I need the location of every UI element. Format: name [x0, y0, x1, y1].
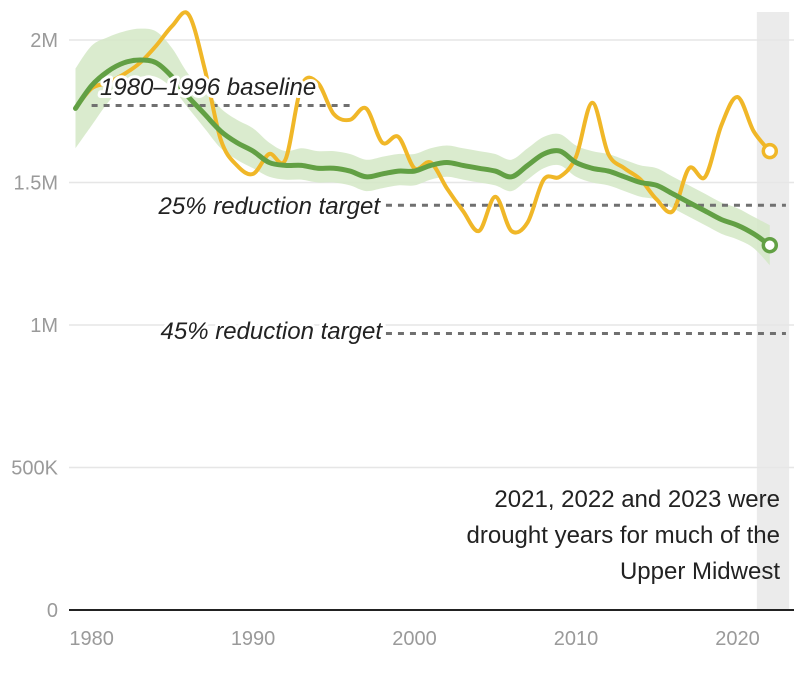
x-tick-label: 2000 — [392, 628, 437, 650]
reference-label-halo: 25% reduction target — [158, 193, 382, 220]
y-tick-label: 1M — [30, 315, 58, 337]
y-tick-label: 0 — [47, 600, 58, 622]
reference-label-halo: 1980–1996 baseline — [100, 74, 316, 101]
annual-series-end-point — [761, 142, 779, 160]
reference-label-3: 45% reduction target — [161, 318, 384, 345]
reference-label-1: 1980–1996 baseline — [100, 74, 316, 101]
trend-series-line — [73, 57, 773, 248]
y-tick-label: 1.5M — [14, 173, 58, 195]
drought-annotation-line: 2021, 2022 and 2023 were — [494, 486, 780, 513]
reference-label-halo: 45% reduction target — [161, 318, 384, 345]
trend-confidence-band — [75, 28, 770, 266]
y-tick-label: 2M — [30, 30, 58, 52]
drought-annotation-line: Upper Midwest — [620, 558, 780, 585]
x-tick-label: 2010 — [554, 628, 599, 650]
x-tick-label: 1980 — [69, 628, 114, 650]
reference-label-2: 25% reduction target — [158, 193, 382, 220]
x-tick-label: 2020 — [715, 628, 760, 650]
x-tick-label: 1990 — [231, 628, 276, 650]
drought-annotation-line: drought years for much of the — [467, 522, 781, 549]
trend-series-end-point — [761, 236, 779, 254]
drought-shaded-region — [756, 12, 790, 610]
y-tick-label: 500K — [11, 458, 58, 480]
